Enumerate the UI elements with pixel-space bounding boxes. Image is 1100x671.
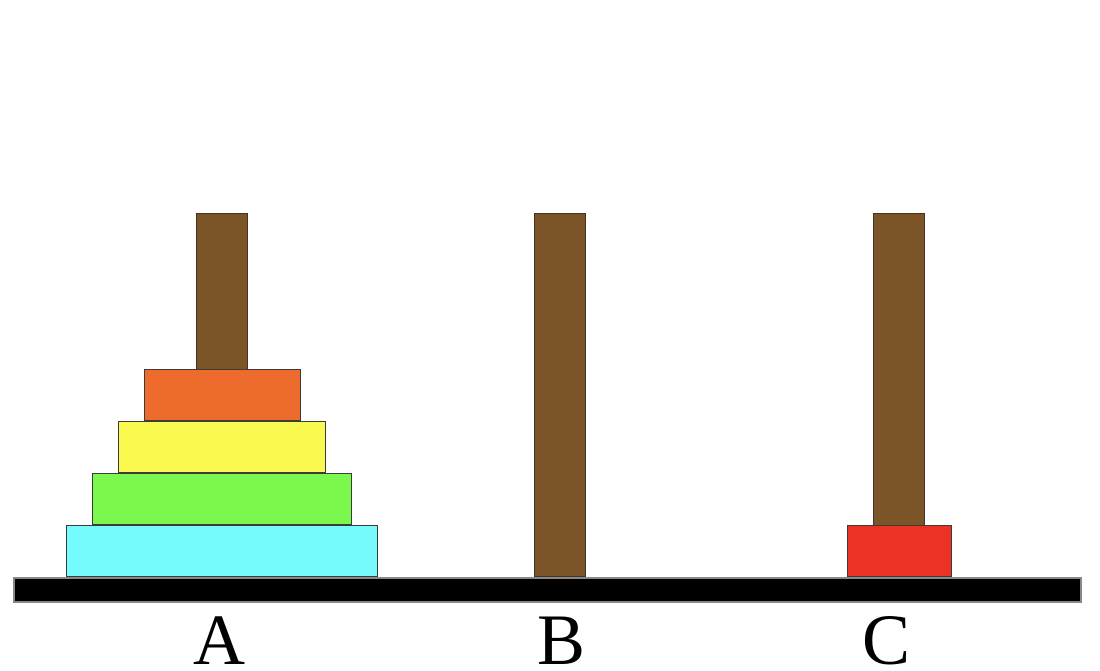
peg-c-label: C: [861, 600, 911, 671]
disk-size-5-cyan[interactable]: [66, 525, 378, 577]
peg-a-label: A: [193, 600, 245, 671]
disk-size-1-red[interactable]: [846, 525, 952, 577]
disk-size-3-yellow[interactable]: [118, 421, 326, 473]
peg-c-pole[interactable]: [873, 213, 925, 577]
peg-b-pole[interactable]: [534, 213, 586, 577]
base-bar: [13, 577, 1082, 603]
peg-b-label: B: [536, 600, 586, 671]
disk-size-2-orange[interactable]: [143, 369, 301, 421]
disk-size-4-green[interactable]: [92, 473, 352, 525]
